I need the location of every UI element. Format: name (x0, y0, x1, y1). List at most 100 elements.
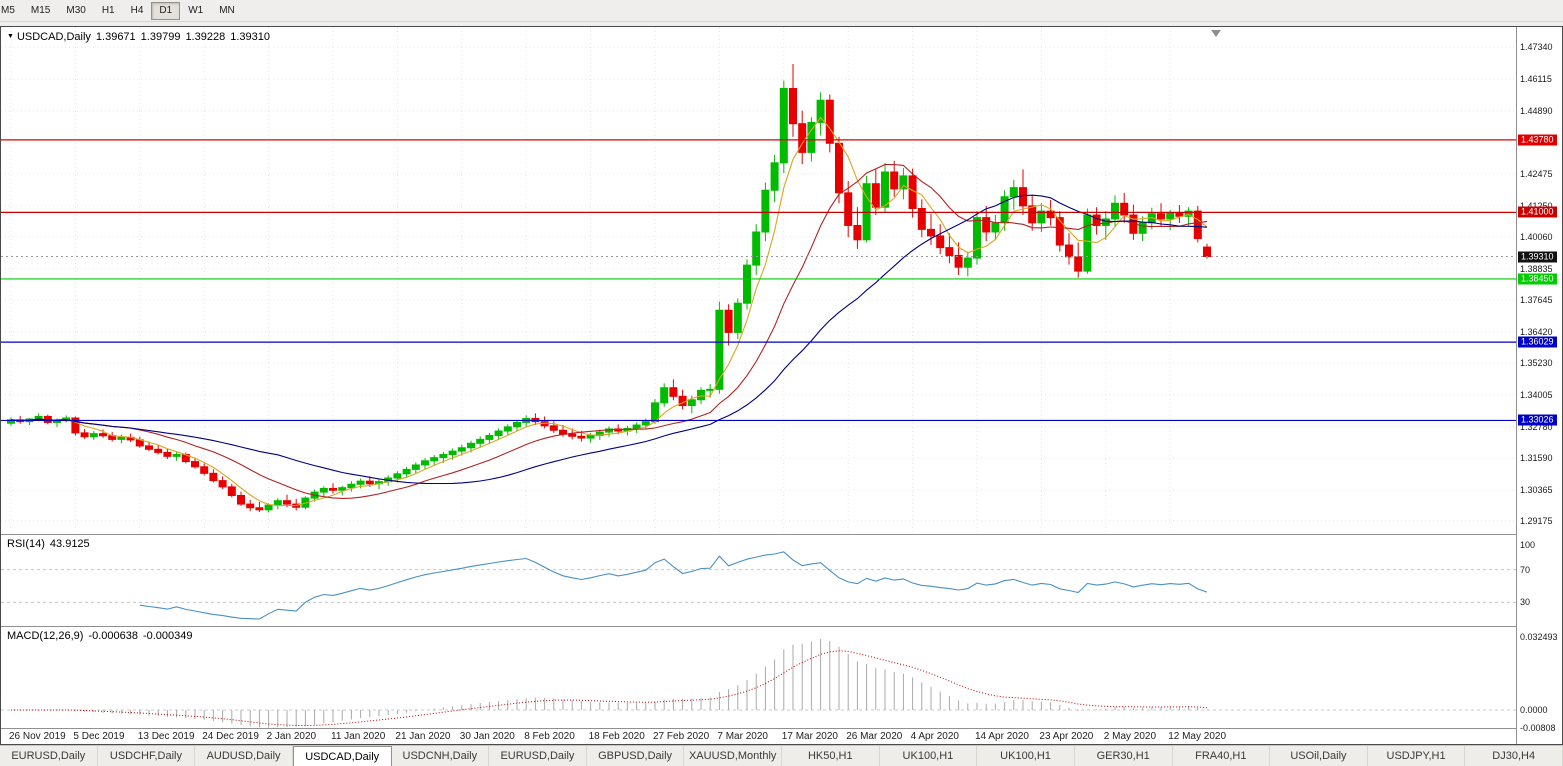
candle-body (1037, 210, 1046, 224)
symbol-tab-USOil-Daily[interactable]: USOil,Daily (1270, 746, 1368, 766)
candle-body (329, 487, 337, 491)
candle-body (779, 87, 788, 164)
price-axis[interactable]: 1.47340 1.46115 1.44890 1.42475 1.41250 1.400… (1516, 27, 1562, 744)
price-axis-label: 1.41250 (1520, 200, 1553, 211)
price-axis-label: 1.46115 (1520, 73, 1552, 84)
candle-body (356, 480, 365, 485)
pane-separator[interactable] (1, 534, 1562, 535)
symbol-tab-USDCAD-Daily[interactable]: USDCAD,Daily (292, 746, 392, 766)
price-chart-canvas[interactable] (1, 27, 1516, 534)
candle-body (80, 432, 89, 438)
candle-body (1074, 256, 1083, 272)
pane-separator[interactable] (1, 626, 1562, 627)
ohlc-open: 1.39671 (95, 31, 136, 43)
symbol-tab-USDCHF-Daily[interactable]: USDCHF,Daily (98, 746, 196, 766)
candle-body (853, 224, 862, 241)
candle-body (163, 451, 172, 457)
candle-body (641, 421, 650, 426)
macd-axis-label: -0.00808 (1520, 723, 1556, 734)
symbol-tab-DJ30-H4[interactable]: DJ30,H4 (1465, 746, 1563, 766)
candle-body (503, 426, 512, 432)
symbol-tab-HK50-H1[interactable]: HK50,H1 (782, 746, 880, 766)
candle-body (338, 487, 347, 491)
candle-body (494, 430, 503, 436)
time-axis-label: 18 Feb 2020 (588, 731, 645, 742)
symbol-tab-UK100-H1[interactable]: UK100,H1 (880, 746, 978, 766)
time-axis[interactable]: 26 Nov 2019 5 Dec 2019 13 Dec 2019 24 Dec 2… (1, 729, 1516, 744)
time-axis-label: 12 May 2020 (1168, 731, 1227, 742)
timeframe-button-H4[interactable]: H4 (123, 2, 152, 20)
candle-body (881, 171, 889, 208)
timeframe-button-M30[interactable]: M30 (58, 2, 93, 20)
timeframe-button-MN[interactable]: MN (211, 2, 243, 20)
rsi-axis-label: 30 (1520, 597, 1531, 608)
candle-body (1092, 214, 1101, 226)
candle-body (237, 494, 245, 505)
time-axis-label: 26 Mar 2020 (846, 731, 903, 742)
symbol-tab-AUDUSD-Daily[interactable]: AUDUSD,Daily (195, 746, 293, 766)
candle-body (439, 454, 448, 459)
candle-body (319, 487, 328, 493)
moving-average-5 (10, 116, 1208, 507)
candle-body (991, 222, 1000, 233)
rsi-indicator-canvas[interactable] (1, 535, 1516, 626)
candle-body (835, 142, 843, 194)
time-axis-label: 17 Mar 2020 (781, 731, 838, 742)
ohlc-close: 1.39310 (230, 31, 270, 43)
candle-body (559, 429, 567, 435)
timeframe-button-M5[interactable]: M5 (0, 2, 23, 20)
candle-body (154, 448, 163, 453)
symbol-tab-GBPUSD-Daily[interactable]: GBPUSD,Daily (587, 746, 685, 766)
chart-shift-marker-icon[interactable] (1211, 30, 1221, 37)
rsi-value: 43.9125 (49, 538, 90, 550)
candle-body (1019, 187, 1027, 207)
chart-symbol-ohlc: ▼ USDCAD,Daily 1.39671 1.39799 1.39228 1.3931… (7, 31, 275, 43)
candle-body (1065, 244, 1073, 258)
timeframe-button-D1[interactable]: D1 (151, 1, 181, 20)
candle-body (761, 189, 770, 233)
candle-body (209, 472, 218, 482)
candle-body (476, 438, 485, 444)
candle-body (402, 468, 411, 475)
macd-axis-label: 0.032493 (1520, 632, 1558, 643)
candle-body (706, 388, 715, 391)
price-axis-label: 1.36420 (1520, 326, 1553, 337)
symbol-tab-USDCNH-Daily[interactable]: USDCNH,Daily (392, 746, 490, 766)
timeframe-button-H1[interactable]: H1 (94, 2, 123, 20)
symbol-tab-UK100-H1[interactable]: UK100,H1 (977, 746, 1075, 766)
macd-axis-label: 0.0000 (1520, 705, 1548, 715)
candle-body (421, 460, 429, 466)
macd-indicator-canvas[interactable] (1, 627, 1516, 728)
candle-body (145, 445, 153, 450)
candle-body (448, 450, 457, 456)
timeframe-button-M15[interactable]: M15 (23, 2, 58, 20)
candle-body (1120, 202, 1129, 216)
price-axis-label: 1.47340 (1520, 42, 1553, 52)
symbol-tab-USDJPY-H1[interactable]: USDJPY,H1 (1368, 746, 1466, 766)
symbol-tab-FRA40-H1[interactable]: FRA40,H1 (1173, 746, 1271, 766)
candle-body (99, 433, 107, 437)
candle-body (467, 442, 475, 449)
candle-body (71, 417, 80, 434)
hline-price-label: 1.33026 (1518, 414, 1557, 426)
time-axis-label: 24 Dec 2019 (202, 731, 259, 742)
symbol-tab-XAUUSD-Monthly[interactable]: XAUUSD,Monthly (684, 746, 782, 766)
time-axis-label: 27 Feb 2020 (653, 731, 710, 742)
candle-body (899, 175, 908, 190)
symbol-tab-EURUSD-Daily[interactable]: EURUSD,Daily (489, 746, 587, 766)
candle-body (871, 183, 880, 208)
price-axis-label: 1.40060 (1520, 231, 1553, 242)
timeframe-button-W1[interactable]: W1 (180, 2, 211, 20)
candle-body (660, 387, 669, 404)
candle-body (715, 309, 724, 390)
candle-body (227, 486, 236, 496)
symbol-tab-GER30-H1[interactable]: GER30,H1 (1075, 746, 1173, 766)
candle-body (862, 183, 871, 241)
ohlc-low: 1.39228 (185, 31, 226, 43)
macd-signal-value: -0.000349 (142, 630, 193, 642)
timeframes-toolbar: M5 M15 M30 H1 H4 D1 W1 MN (0, 0, 1563, 22)
price-axis-label: 1.37645 (1520, 294, 1553, 305)
rsi-name: RSI(14) (7, 538, 45, 550)
symbol-tab-EURUSD-Daily[interactable]: EURUSD,Daily (0, 746, 98, 766)
candle-body (1000, 196, 1009, 224)
